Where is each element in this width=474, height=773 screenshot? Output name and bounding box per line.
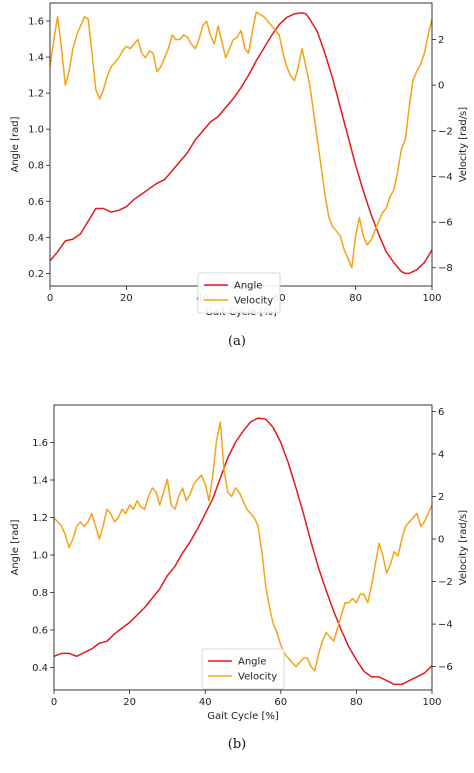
y2-tick-label: 2 [438, 35, 444, 46]
x-tick-label: 0 [47, 293, 53, 304]
y-tick-label: 0.6 [28, 197, 44, 208]
y2-tick-label: 4 [438, 449, 444, 460]
chart-a: 0204060801000.20.40.60.81.01.21.41.6−8−6… [10, 2, 469, 349]
y-tick-label: 0.6 [32, 626, 48, 637]
x-tick-label: 60 [274, 697, 287, 708]
chart-b: 0 20 40 60 80 100 0.4 0.6 0.8 1.0 1.2 1.4 1.6 −6 −4 −2 0… [10, 404, 469, 752]
y2-tick-label: 0 [438, 81, 444, 92]
x-tick-label: 80 [350, 697, 363, 708]
y-tick-label: 1.4 [32, 476, 48, 487]
legend-box [201, 648, 285, 690]
x-tick-label: 20 [123, 697, 136, 708]
y-tick-label: 1.6 [32, 438, 48, 449]
x-tick-label: 20 [120, 293, 133, 304]
y-tick-label: 1.0 [28, 125, 44, 136]
y-tick-label: 0.8 [28, 161, 44, 172]
y-tick-label: 1.0 [32, 551, 48, 562]
series-line-angle [50, 12, 432, 275]
y2-axis-label: Velocity [rad/s] [458, 510, 469, 585]
series-line-angle [54, 417, 432, 686]
plot-frame [53, 404, 433, 691]
y2-tick-label: −2 [438, 126, 453, 137]
plot-frame [49, 2, 433, 287]
y-axis-label: Angle [rad] [10, 519, 21, 575]
legend-label-velocity: Velocity [238, 672, 277, 683]
figure-caption: (a) [228, 334, 246, 349]
legend: Angle Velocity [197, 272, 281, 314]
x-tick-label: 100 [422, 697, 441, 708]
y-tick-label: 1.2 [32, 513, 48, 524]
y-tick-label: 1.6 [28, 17, 44, 28]
legend-box [197, 272, 281, 314]
legend-label-angle: Angle [238, 657, 266, 668]
y-axis-label: Angle [rad] [10, 116, 21, 172]
x-tick-label: 100 [422, 293, 441, 304]
y2-tick-label: −8 [438, 263, 453, 274]
legend-label-velocity: Velocity [234, 296, 273, 307]
legend: Angle Velocity [201, 648, 285, 690]
y2-tick-label: 6 [438, 407, 444, 418]
series-line-velocity [50, 11, 432, 269]
y2-tick-label: −6 [438, 662, 453, 673]
y-tick-label: 1.2 [28, 89, 44, 100]
legend-label-angle: Angle [234, 281, 262, 292]
y-tick-label: 0.4 [32, 663, 48, 674]
series-line-velocity [54, 421, 432, 672]
x-axis-label: Gait Cycle [%] [207, 711, 279, 722]
y-tick-label: 1.4 [28, 53, 44, 64]
y-tick-label: 0.4 [28, 233, 44, 244]
y2-tick-label: −6 [438, 218, 453, 229]
y-tick-label: 0.8 [32, 588, 48, 599]
y2-tick-label: 0 [438, 534, 444, 545]
figure-caption: (b) [228, 737, 246, 752]
y-tick-label: 0.2 [28, 269, 44, 280]
x-tick-label: 0 [51, 697, 57, 708]
y2-axis-label: Velocity [rad/s] [458, 107, 469, 182]
x-tick-label: 80 [349, 293, 362, 304]
x-tick-label: 40 [199, 697, 212, 708]
y2-tick-label: 2 [438, 492, 444, 503]
y2-tick-label: −2 [438, 577, 453, 588]
y2-tick-label: −4 [438, 172, 453, 183]
y2-tick-label: −4 [438, 620, 453, 631]
